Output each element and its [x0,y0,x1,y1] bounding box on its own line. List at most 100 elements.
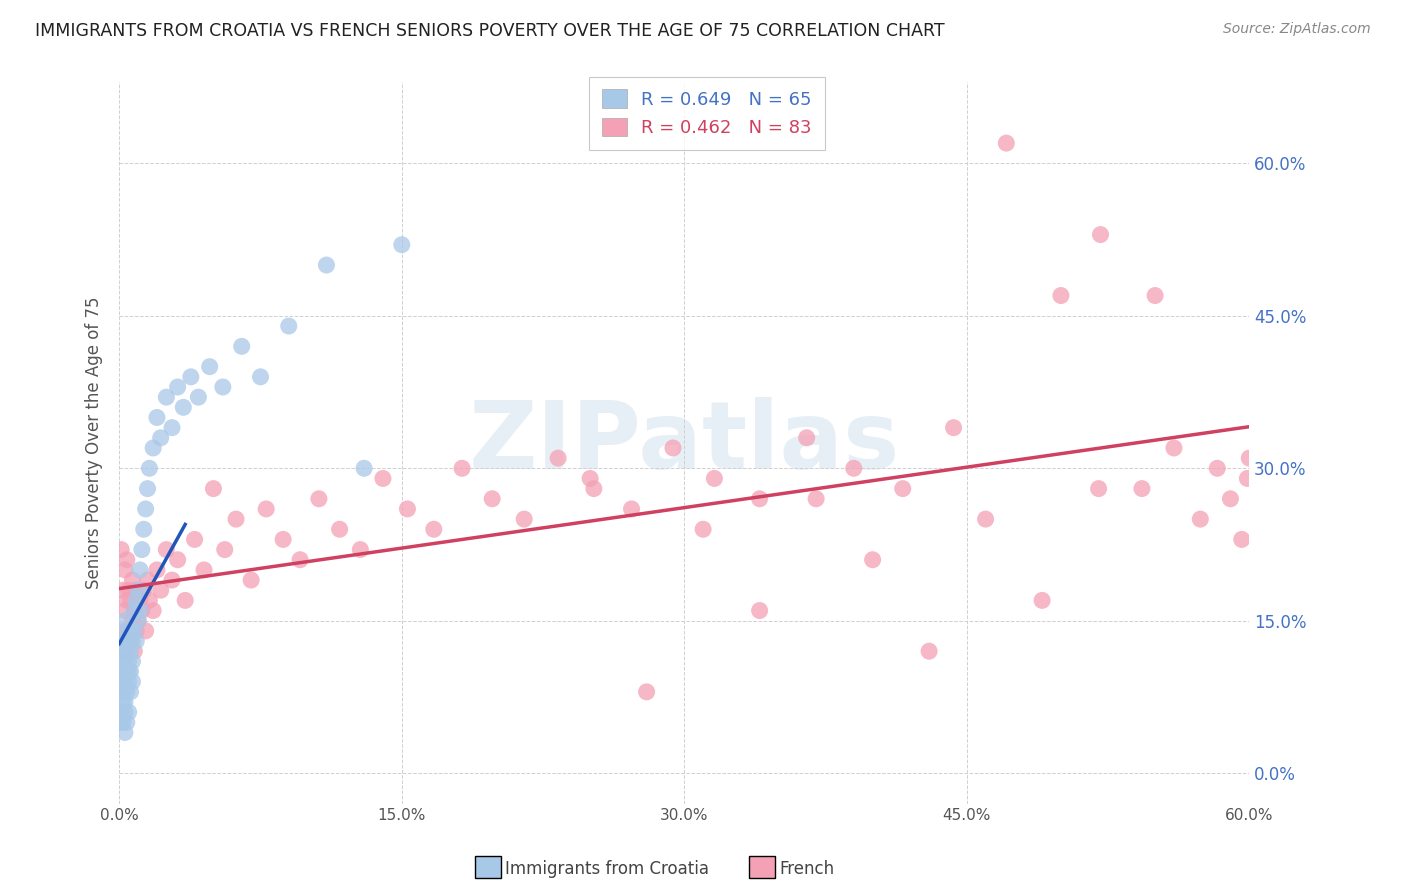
Point [136,573,159,587]
Point [1050,288,1073,302]
Point [110,644,132,658]
Point [114,563,136,577]
Point [118,705,141,719]
Point [1219,491,1241,506]
Point [115,634,138,648]
Point [118,624,141,638]
Point [160,573,183,587]
Point [125,624,148,638]
Point [138,593,160,607]
Point [481,491,503,506]
Point [308,491,330,506]
Point [136,482,159,496]
Point [120,624,142,638]
Legend: R = 0.649   N = 65, R = 0.462   N = 83: R = 0.649 N = 65, R = 0.462 N = 83 [589,77,825,150]
Point [110,715,132,730]
Point [277,319,299,334]
Point [124,603,146,617]
Point [451,461,474,475]
Point [138,461,160,475]
Point [121,674,143,689]
Point [127,583,149,598]
Point [212,380,235,394]
Point [132,583,155,598]
Point [146,410,169,425]
Point [124,603,146,617]
Point [974,512,997,526]
Point [796,431,818,445]
Point [127,614,149,628]
Point [124,644,146,658]
Point [121,614,143,628]
Point [1090,227,1112,242]
Point [110,542,132,557]
Point [120,593,142,607]
Point [995,136,1018,150]
Point [129,593,152,607]
Point [1239,451,1261,466]
Point [118,583,141,598]
Point [127,614,149,628]
Point [183,533,205,547]
Point [198,359,221,374]
Point [132,522,155,536]
Point [114,674,136,689]
Point [620,502,643,516]
Point [579,471,602,485]
Point [110,705,132,719]
Point [125,583,148,598]
Point [114,695,136,709]
Point [114,634,136,648]
Point [118,674,141,689]
Point [636,685,658,699]
Point [115,624,138,638]
Point [142,441,165,455]
Y-axis label: Seniors Poverty Over the Age of 75: Seniors Poverty Over the Age of 75 [86,297,103,589]
Point [225,512,247,526]
Point [112,624,135,638]
Point [166,553,188,567]
Point [120,644,142,658]
Point [110,685,132,699]
Point [371,471,394,485]
Point [202,482,225,496]
Point [129,603,152,617]
Point [748,491,770,506]
Point [120,685,142,699]
Point [231,339,253,353]
Point [114,614,136,628]
Point [842,461,865,475]
Point [120,665,142,679]
Point [121,654,143,668]
Point [129,563,152,577]
Point [135,624,157,638]
Point [353,461,375,475]
Point [110,665,132,679]
Point [131,603,153,617]
Point [131,542,153,557]
Point [942,420,965,434]
Point [160,420,183,434]
Point [240,573,263,587]
Point [121,634,143,648]
Point [125,634,148,648]
Point [396,502,419,516]
Point [115,644,138,658]
Text: Source: ZipAtlas.com: Source: ZipAtlas.com [1223,22,1371,37]
Point [118,665,141,679]
Point [112,674,135,689]
Point [112,583,135,598]
Point [315,258,337,272]
Point [149,431,172,445]
Point [124,624,146,638]
Point [115,685,138,699]
Point [155,390,177,404]
Point [112,654,135,668]
Text: IMMIGRANTS FROM CROATIA VS FRENCH SENIORS POVERTY OVER THE AGE OF 75 CORRELATION: IMMIGRANTS FROM CROATIA VS FRENCH SENIOR… [35,22,945,40]
Point [115,715,138,730]
Point [582,482,605,496]
Point [271,533,294,547]
Point [349,542,371,557]
Point [1031,593,1053,607]
Text: French: French [779,860,834,878]
